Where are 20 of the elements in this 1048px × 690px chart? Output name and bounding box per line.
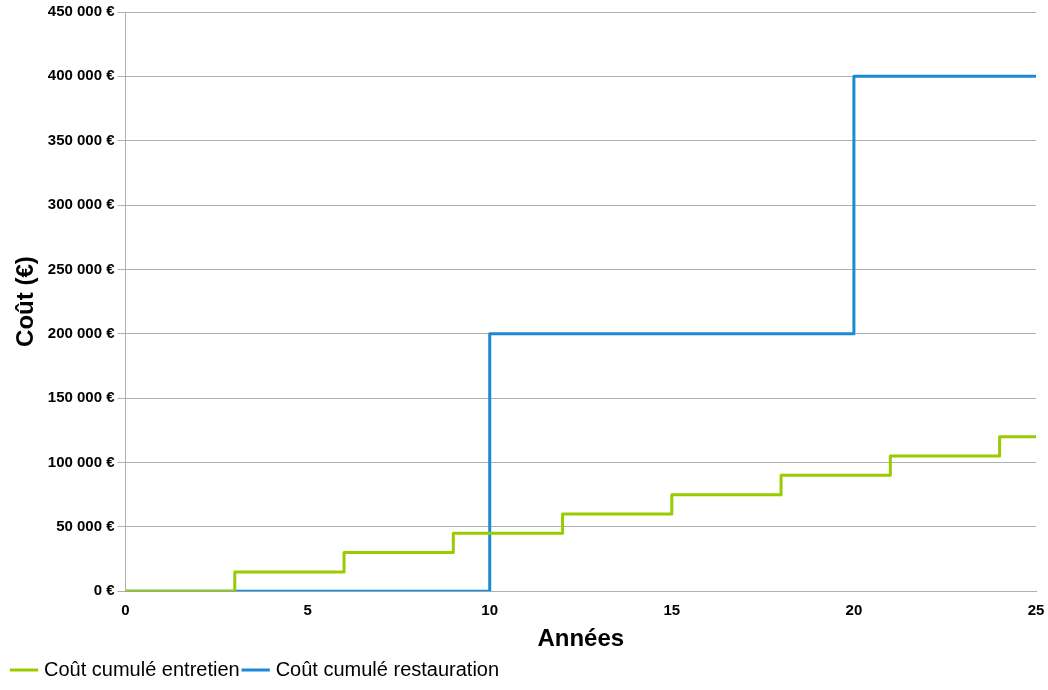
legend-label: Coût cumulé entretien — [44, 657, 240, 680]
y-tick-label: 200 000 € — [47, 323, 116, 341]
x-tick-label: 0 — [121, 601, 130, 619]
y-axis-title: Coût (€) — [11, 256, 39, 347]
y-tick-label: 250 000 € — [47, 259, 116, 277]
x-tick-label: 25 — [1027, 601, 1045, 619]
x-tick-label: 15 — [663, 601, 681, 619]
x-tick-label: 10 — [481, 601, 499, 619]
legend-label: Coût cumulé restauration — [275, 657, 500, 680]
y-tick-label: 0 € — [93, 581, 116, 599]
y-tick-label: 350 000 € — [47, 130, 116, 148]
y-tick-label: 300 000 € — [47, 195, 116, 213]
x-tick-label: 20 — [845, 601, 863, 619]
y-tick-label: 400 000 € — [47, 66, 116, 84]
y-tick-label: 450 000 € — [47, 2, 116, 20]
y-tick-label: 50 000 € — [56, 516, 116, 534]
y-tick-label: 150 000 € — [47, 388, 116, 406]
x-axis-title: Années — [537, 624, 625, 652]
x-tick-label: 5 — [303, 601, 312, 619]
y-tick-label: 100 000 € — [47, 452, 116, 470]
